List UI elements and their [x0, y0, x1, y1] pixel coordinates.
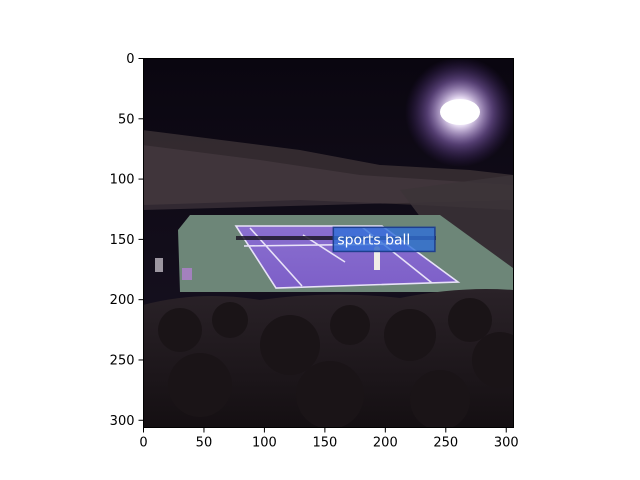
- y-tick-label: 250: [110, 353, 135, 368]
- x-tick-label: 250: [433, 436, 458, 451]
- y-tick-label: 0: [126, 52, 134, 67]
- detection-label: sports ball: [337, 232, 410, 248]
- axes: 0 50 100 150 200 250 300 0 50 100 150 200 250 300: [110, 52, 519, 451]
- detection-layer: sports ball: [332, 226, 436, 253]
- y-tick-label: 150: [110, 233, 135, 248]
- x-tick-label: 100: [252, 436, 277, 451]
- y-tick-label: 50: [118, 112, 135, 127]
- x-tick-label: 0: [139, 436, 147, 451]
- detection-box: [332, 226, 436, 253]
- x-tick-label: 50: [196, 436, 213, 451]
- tennis-photo: [143, 58, 514, 428]
- x-tick-label: 150: [312, 436, 337, 451]
- axes-frame: [143, 58, 514, 428]
- x-tick-label: 200: [373, 436, 398, 451]
- y-tick-label: 200: [110, 293, 135, 308]
- y-tick-label: 300: [110, 414, 135, 429]
- y-tick-label: 100: [110, 173, 135, 188]
- x-tick-label: 300: [494, 436, 519, 451]
